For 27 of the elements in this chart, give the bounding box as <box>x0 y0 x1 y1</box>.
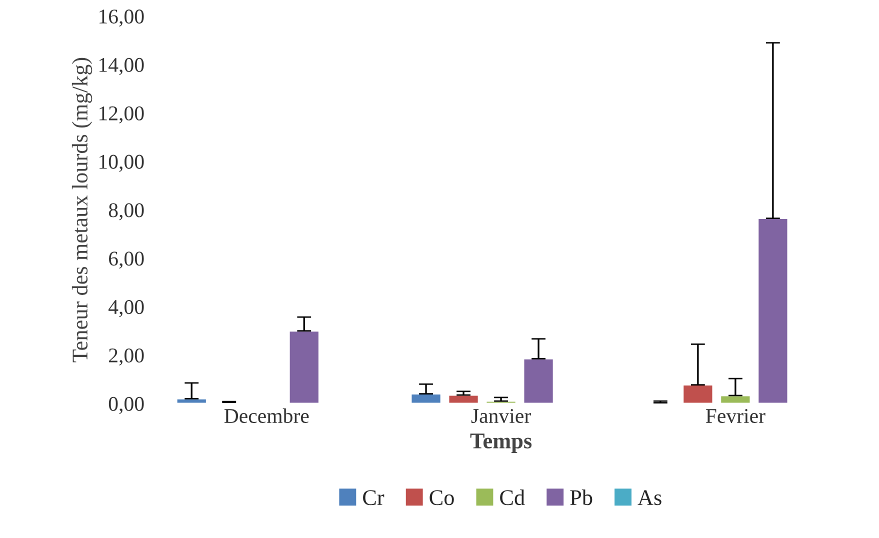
x-axis-title: Temps <box>470 434 532 453</box>
y-tick-label: 4,00 <box>108 300 144 318</box>
bar <box>288 330 320 404</box>
y-tick-label: 6,00 <box>109 252 144 269</box>
legend-label: Cd <box>500 489 525 506</box>
y-tick-label: 16,00 <box>100 10 144 27</box>
bar <box>682 384 714 404</box>
x-tick-label: Janvier <box>471 409 531 424</box>
legend-label: Co <box>430 490 454 506</box>
bar <box>757 218 789 404</box>
bar <box>522 358 554 404</box>
x-tick-label: Fevrier <box>706 409 766 424</box>
y-axis-title: Teneur des metaux lourds (mg/kg) <box>72 58 92 362</box>
legend-label: As <box>638 490 662 506</box>
x-tick-label: Decembre <box>224 408 309 424</box>
bar <box>448 394 480 404</box>
legend-label: Cr <box>363 490 384 506</box>
bar <box>176 398 208 404</box>
bar <box>720 394 752 404</box>
y-tick-label: 2,00 <box>109 348 144 366</box>
y-tick-label: 8,00 <box>108 203 144 220</box>
legend-label: Pb <box>570 489 592 506</box>
y-tick-label: 10,00 <box>100 154 144 172</box>
y-tick-label: 12,00 <box>100 106 144 124</box>
y-tick-label: 14,00 <box>100 58 144 75</box>
bar <box>410 393 442 404</box>
y-tick-label: 0,00 <box>108 396 144 414</box>
